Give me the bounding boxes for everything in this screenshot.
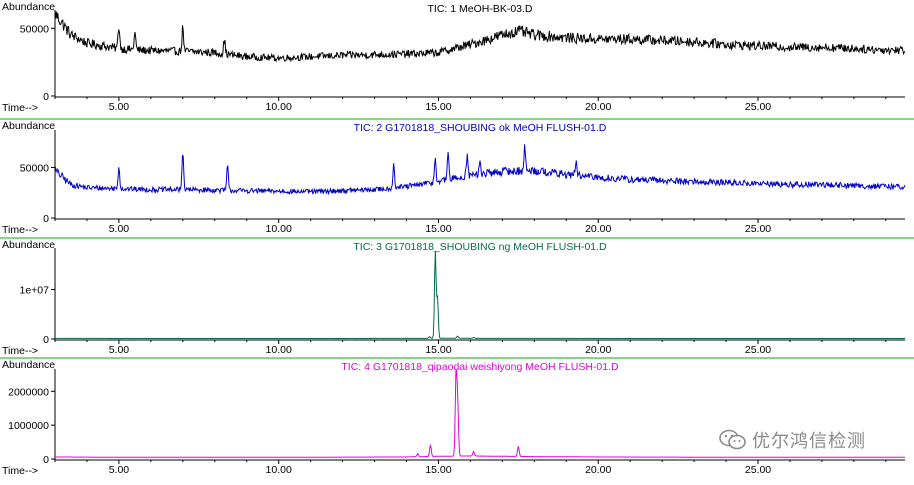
x-tick-label: 15.00: [425, 344, 451, 356]
y-tick-label: 1000000: [8, 420, 49, 432]
y-tick-label: 50000: [20, 23, 49, 35]
chart-title: TIC: 3 G1701818_SHOUBING ng MeOH FLUSH-0…: [353, 241, 607, 253]
series-trace: [55, 250, 905, 340]
y-tick-label: 0: [43, 213, 49, 225]
x-tick-label: 10.00: [266, 223, 292, 235]
x-tick-label: 15.00: [425, 101, 451, 113]
watermark: 优尔鸿信检测: [718, 427, 866, 453]
x-tick-label: 15.00: [425, 464, 451, 476]
series-trace: [54, 144, 906, 196]
x-tick-label: 10.00: [266, 344, 292, 356]
series-trace: [55, 369, 905, 458]
x-tick-label: 5.00: [109, 344, 130, 356]
chart-title: TIC: 4 G1701818_qipaodai weishiyong MeOH…: [341, 361, 619, 373]
chart-title: TIC: 2 G1701818_SHOUBING ok MeOH FLUSH-0…: [354, 122, 607, 134]
y-tick-label: 0: [43, 91, 49, 103]
x-tick-label: 15.00: [425, 223, 451, 235]
y-axis-label: Abundance: [2, 120, 55, 132]
x-tick-label: 5.00: [109, 101, 130, 113]
x-tick-label: 25.00: [745, 223, 771, 235]
chart-title: TIC: 1 MeOH-BK-03.D: [427, 3, 532, 15]
x-tick-label: 20.00: [585, 344, 611, 356]
x-tick-label: 20.00: [585, 101, 611, 113]
y-tick-label: 50000: [20, 162, 49, 174]
watermark-text: 优尔鸿信检测: [752, 431, 866, 452]
x-axis-label: Time-->: [2, 224, 38, 236]
x-tick-label: 25.00: [745, 464, 771, 476]
y-tick-label: 0: [43, 454, 49, 466]
x-axis-label: Time-->: [2, 345, 38, 357]
wechat-icon: [719, 429, 746, 450]
chart-panel-1: Abundance TIC: 1 MeOH-BK-03.D 0 50000 5.00 10…: [2, 1, 906, 114]
chart-panel-3: Abundance TIC: 3 G1701818_SHOUBING ng MeO…: [0, 237, 914, 357]
x-tick-label: 20.00: [585, 223, 611, 235]
x-tick-label: 20.00: [585, 464, 611, 476]
chart-panel-4: Abundance TIC: 4 G1701818_qipaodai weishi…: [0, 357, 914, 477]
y-axis-label: Abundance: [2, 359, 55, 371]
x-axis-label: Time-->: [2, 102, 38, 114]
x-tick-label: 10.00: [266, 101, 292, 113]
y-axis-label: Abundance: [2, 239, 55, 251]
x-tick-label: 10.00: [266, 464, 292, 476]
x-tick-label: 25.00: [745, 101, 771, 113]
y-tick-label: 2000000: [8, 386, 49, 398]
x-tick-label: 25.00: [745, 344, 771, 356]
series-trace: [54, 10, 906, 63]
chart-panel-2: Abundance TIC: 2 G1701818_SHOUBING ok MeO…: [0, 118, 914, 236]
x-tick-label: 5.00: [109, 464, 130, 476]
x-axis-label: Time-->: [2, 465, 38, 477]
y-tick-label: 1e+07: [20, 285, 50, 297]
x-tick-label: 5.00: [109, 223, 130, 235]
y-axis-label: Abundance: [2, 1, 55, 13]
y-tick-label: 0: [43, 334, 49, 346]
